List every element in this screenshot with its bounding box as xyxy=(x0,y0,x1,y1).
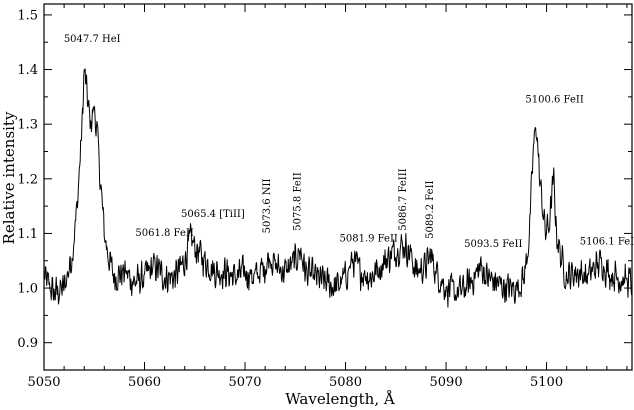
x-tick-label: 5080 xyxy=(329,375,362,390)
line-annotation: 5075.8 FeII xyxy=(292,172,303,230)
line-annotations: 5047.7 HeI 5061.8 FeII 5065.4 [TiII] 5073.6… xyxy=(64,34,634,250)
x-axis-title: Wavelength, Å xyxy=(285,390,395,408)
y-tick-label: 1.0 xyxy=(17,282,38,297)
line-annotation: 5106.1 FeII xyxy=(580,236,634,247)
x-tick-label: 5100 xyxy=(530,375,563,390)
y-tick-label: 1.1 xyxy=(17,227,38,242)
line-annotation: 5061.8 FeII xyxy=(135,228,193,239)
line-annotation: 5081.9 FeII xyxy=(340,234,398,245)
y-tick-label: 1.2 xyxy=(17,172,38,187)
plot-frame xyxy=(43,3,633,371)
x-tick-label: 5090 xyxy=(430,375,463,390)
y-minor-ticks xyxy=(44,41,632,371)
line-annotation: 5093.5 FeII xyxy=(464,239,522,250)
line-annotation: 5073.6 NII xyxy=(262,179,273,234)
y-tick-label: 1.4 xyxy=(17,63,38,78)
spectrum-line xyxy=(43,68,633,308)
x-tick-label: 5060 xyxy=(128,375,161,390)
line-annotation: 5089.2 FeII xyxy=(425,180,436,238)
line-annotation: 5100.6 FeII xyxy=(525,94,583,105)
y-tick-label: 1.3 xyxy=(17,118,38,133)
line-annotation: 5047.7 HeI xyxy=(64,34,121,45)
x-tick-label: 5050 xyxy=(27,375,60,390)
line-annotation: 5086.7 FeIII xyxy=(398,168,409,230)
x-tick-label: 5070 xyxy=(228,375,261,390)
line-annotation: 5065.4 [TiII] xyxy=(181,209,245,220)
y-tick-label: 0.9 xyxy=(17,336,38,351)
x-minor-ticks xyxy=(63,4,628,370)
y-axis-ticks: 0.9 1.0 1.1 1.2 1.3 1.4 1.5 xyxy=(17,8,632,351)
x-axis-ticks: 5050 5060 5070 5080 5090 5100 xyxy=(27,4,563,390)
y-axis-title: Relative intensity xyxy=(0,111,18,244)
y-tick-label: 1.5 xyxy=(17,8,38,23)
